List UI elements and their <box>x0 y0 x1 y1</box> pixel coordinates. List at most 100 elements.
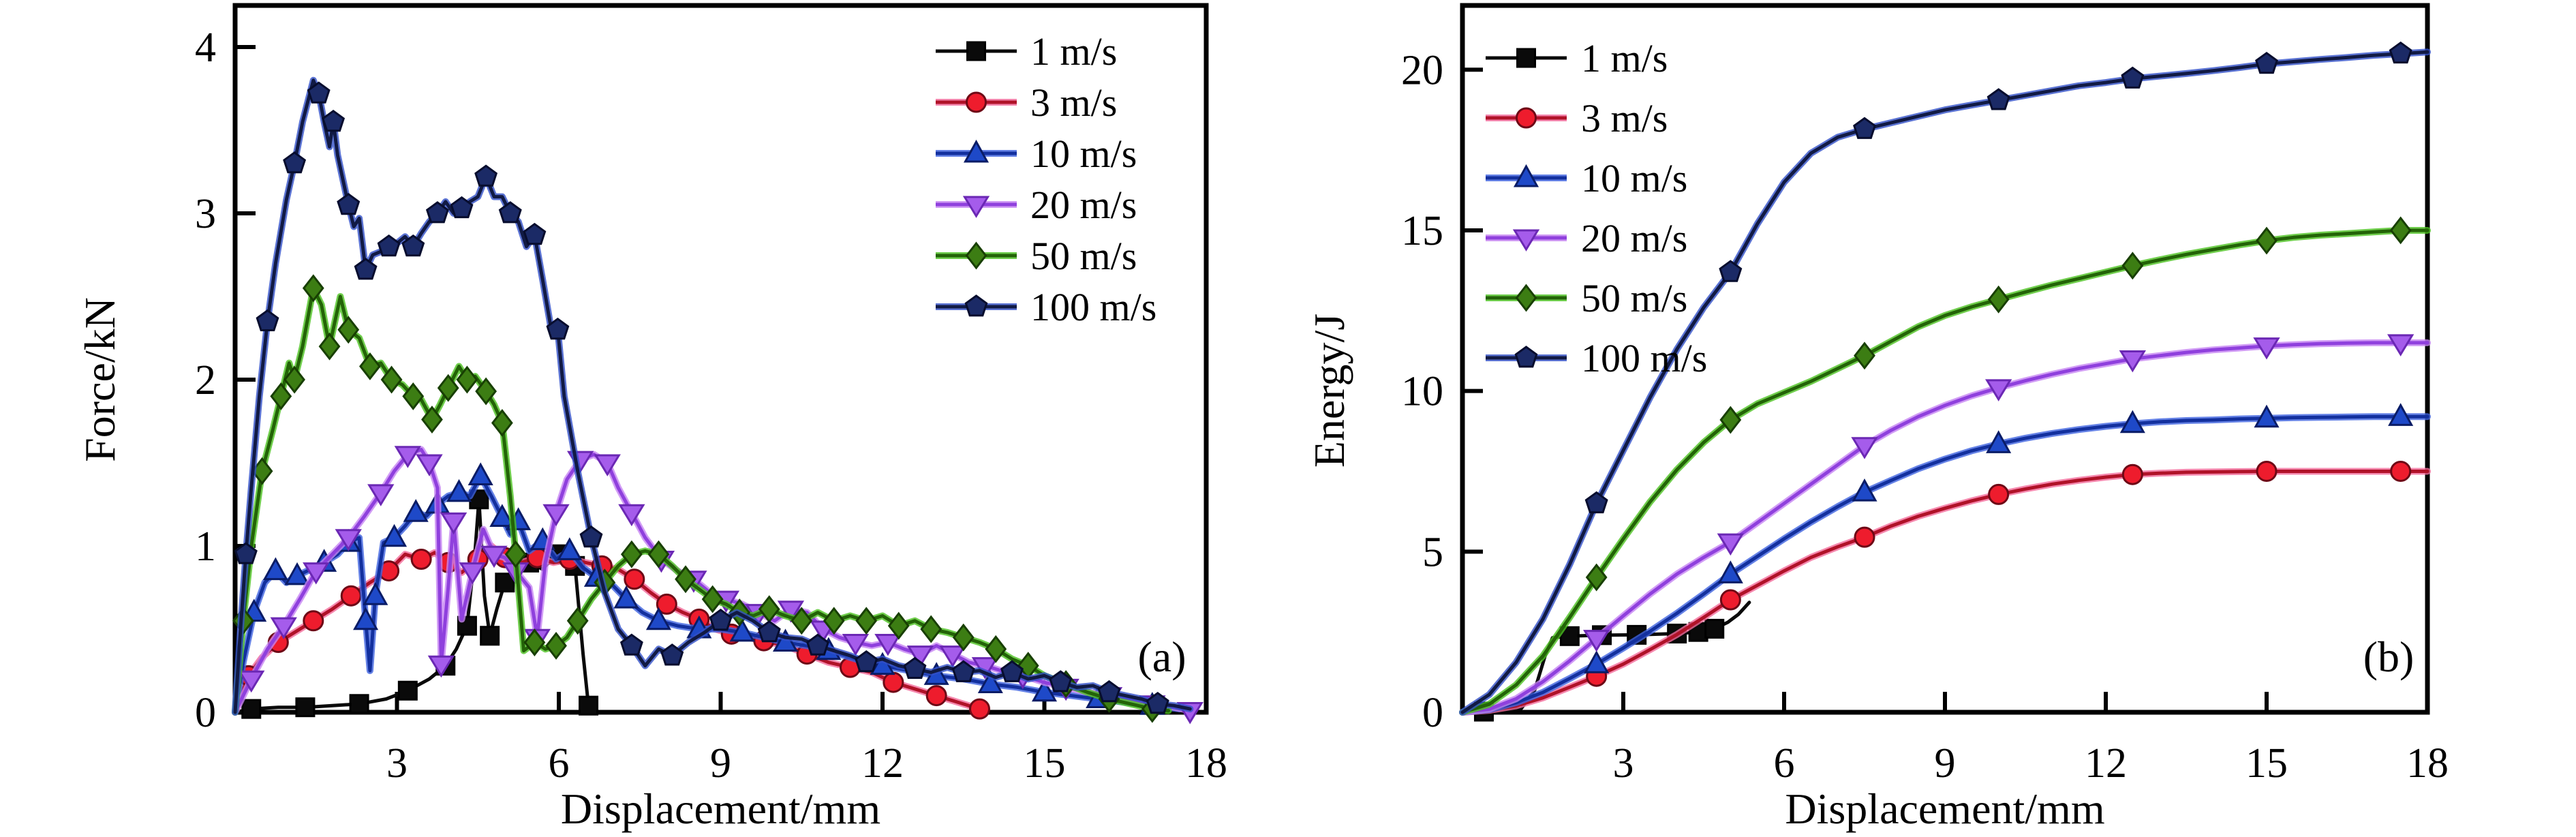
pentagon-marker <box>1853 117 1876 139</box>
diamond-marker <box>491 408 513 437</box>
triangle-down-marker <box>335 529 362 551</box>
circle-marker <box>2390 460 2412 482</box>
triangle-up-marker <box>963 139 990 163</box>
triangle-up-marker <box>382 523 408 547</box>
diamond-marker <box>270 382 292 410</box>
diamond-marker <box>2121 252 2144 280</box>
pentagon-marker <box>1146 691 1169 714</box>
diamond-marker <box>2256 226 2278 255</box>
y-tick-label: 20 <box>1401 47 1443 93</box>
legend-label: 20 m/s <box>1581 216 1687 260</box>
x-tick-label: 12 <box>2085 740 2127 787</box>
diamond-marker <box>1719 406 1742 434</box>
y-tick-label: 5 <box>1422 529 1443 575</box>
legend-item-50ms: 50 m/s <box>1486 276 1687 320</box>
triangle-down-marker <box>238 670 265 693</box>
diamond-marker <box>437 374 459 402</box>
triangle-up-marker <box>645 607 671 630</box>
triangle-down-marker <box>1985 379 2012 401</box>
y-tick-label: 0 <box>195 690 216 736</box>
chart-b: 3 6 9 12 15 18 Displacement/mm 0 5 10 15 20 Energy/J… <box>1305 3 2449 833</box>
triangle-up-marker <box>729 618 755 642</box>
pentagon-marker <box>2255 51 2278 74</box>
x-tick-label: 18 <box>1185 740 1227 787</box>
triangle-up-marker <box>1031 678 1058 702</box>
diamond-marker <box>2389 216 2412 245</box>
legend-item-100ms: 100 m/s <box>936 285 1156 329</box>
legend: 1 m/s 3 m/s 10 m/s 20 m/s 50 m/s 100 m/s <box>936 29 1156 329</box>
circle-marker <box>410 549 432 570</box>
x-tick-label: 3 <box>386 740 408 787</box>
triangle-down-marker <box>1851 437 1878 459</box>
circle-marker <box>925 685 947 707</box>
series-line <box>1460 470 2429 714</box>
circle-marker <box>2256 460 2278 482</box>
triangle-down-marker <box>480 545 508 568</box>
pentagon-marker <box>498 201 522 224</box>
square-marker <box>480 626 500 646</box>
triangle-down-marker <box>459 562 486 585</box>
square-marker <box>579 695 599 716</box>
x-tick-label: 6 <box>1774 740 1795 787</box>
x-tick-label: 15 <box>1024 740 1066 787</box>
square-marker <box>966 41 986 61</box>
y-tick-label: 15 <box>1401 208 1443 254</box>
triangle-down-marker <box>2253 337 2280 360</box>
triangle-down-marker <box>2119 350 2146 373</box>
legend-label: 1 m/s <box>1030 29 1117 74</box>
legend-item-1ms: 1 m/s <box>936 29 1117 74</box>
series-halo-line <box>1459 48 2431 716</box>
diamond-marker <box>791 607 813 635</box>
diamond-marker <box>1987 285 2010 314</box>
triangle-down-marker <box>440 512 467 535</box>
panel-label: (b) <box>2363 633 2414 681</box>
pentagon-marker <box>425 201 449 224</box>
circle-marker <box>969 698 990 720</box>
triangle-up-marker <box>284 562 310 585</box>
triangle-down-marker <box>1717 533 1744 556</box>
diamond-marker <box>965 241 987 270</box>
diamond-marker <box>952 623 975 652</box>
pentagon-marker <box>619 633 643 656</box>
series-100ms <box>1459 41 2431 716</box>
pentagon-marker <box>660 643 684 666</box>
triangle-up-marker <box>2119 410 2145 433</box>
y-tick-label: 4 <box>195 25 216 71</box>
triangle-down-marker <box>1512 229 1540 252</box>
square-marker <box>349 694 369 714</box>
pentagon-marker <box>757 620 781 643</box>
triangle-up-marker <box>363 582 388 605</box>
legend-label: 50 m/s <box>1581 276 1687 320</box>
pentagon-marker <box>951 660 975 682</box>
pentagon-marker <box>307 81 331 104</box>
circle-marker <box>656 593 677 615</box>
legend-item-10ms: 10 m/s <box>936 132 1137 176</box>
pentagon-marker <box>283 151 307 174</box>
pentagon-marker <box>523 222 547 245</box>
legend-item-1ms: 1 m/s <box>1486 36 1668 80</box>
circle-marker <box>883 671 904 693</box>
legend-label: 1 m/s <box>1581 36 1668 80</box>
triangle-up-marker <box>403 499 429 522</box>
diamond-marker <box>475 377 497 406</box>
diamond-marker <box>855 607 878 635</box>
triangle-down-marker <box>939 645 966 668</box>
legend-label: 3 m/s <box>1030 80 1117 125</box>
series-line <box>1460 50 2429 714</box>
pentagon-marker <box>1514 346 1538 368</box>
triangle-up-marker <box>557 537 583 560</box>
diamond-marker <box>359 352 381 380</box>
legend-item-20ms: 20 m/s <box>936 183 1137 227</box>
y-axis-title: Force/kN <box>76 297 124 462</box>
triangle-down-marker <box>270 617 297 640</box>
diamond-marker <box>545 631 567 660</box>
x-tick-label: 18 <box>2406 740 2449 787</box>
diamond-marker <box>823 607 845 635</box>
pentagon-marker <box>1097 680 1121 703</box>
pentagon-marker <box>2121 66 2145 89</box>
diamond-marker <box>283 365 305 394</box>
diamond-marker <box>1585 563 1608 592</box>
x-tick-label: 6 <box>549 740 570 787</box>
